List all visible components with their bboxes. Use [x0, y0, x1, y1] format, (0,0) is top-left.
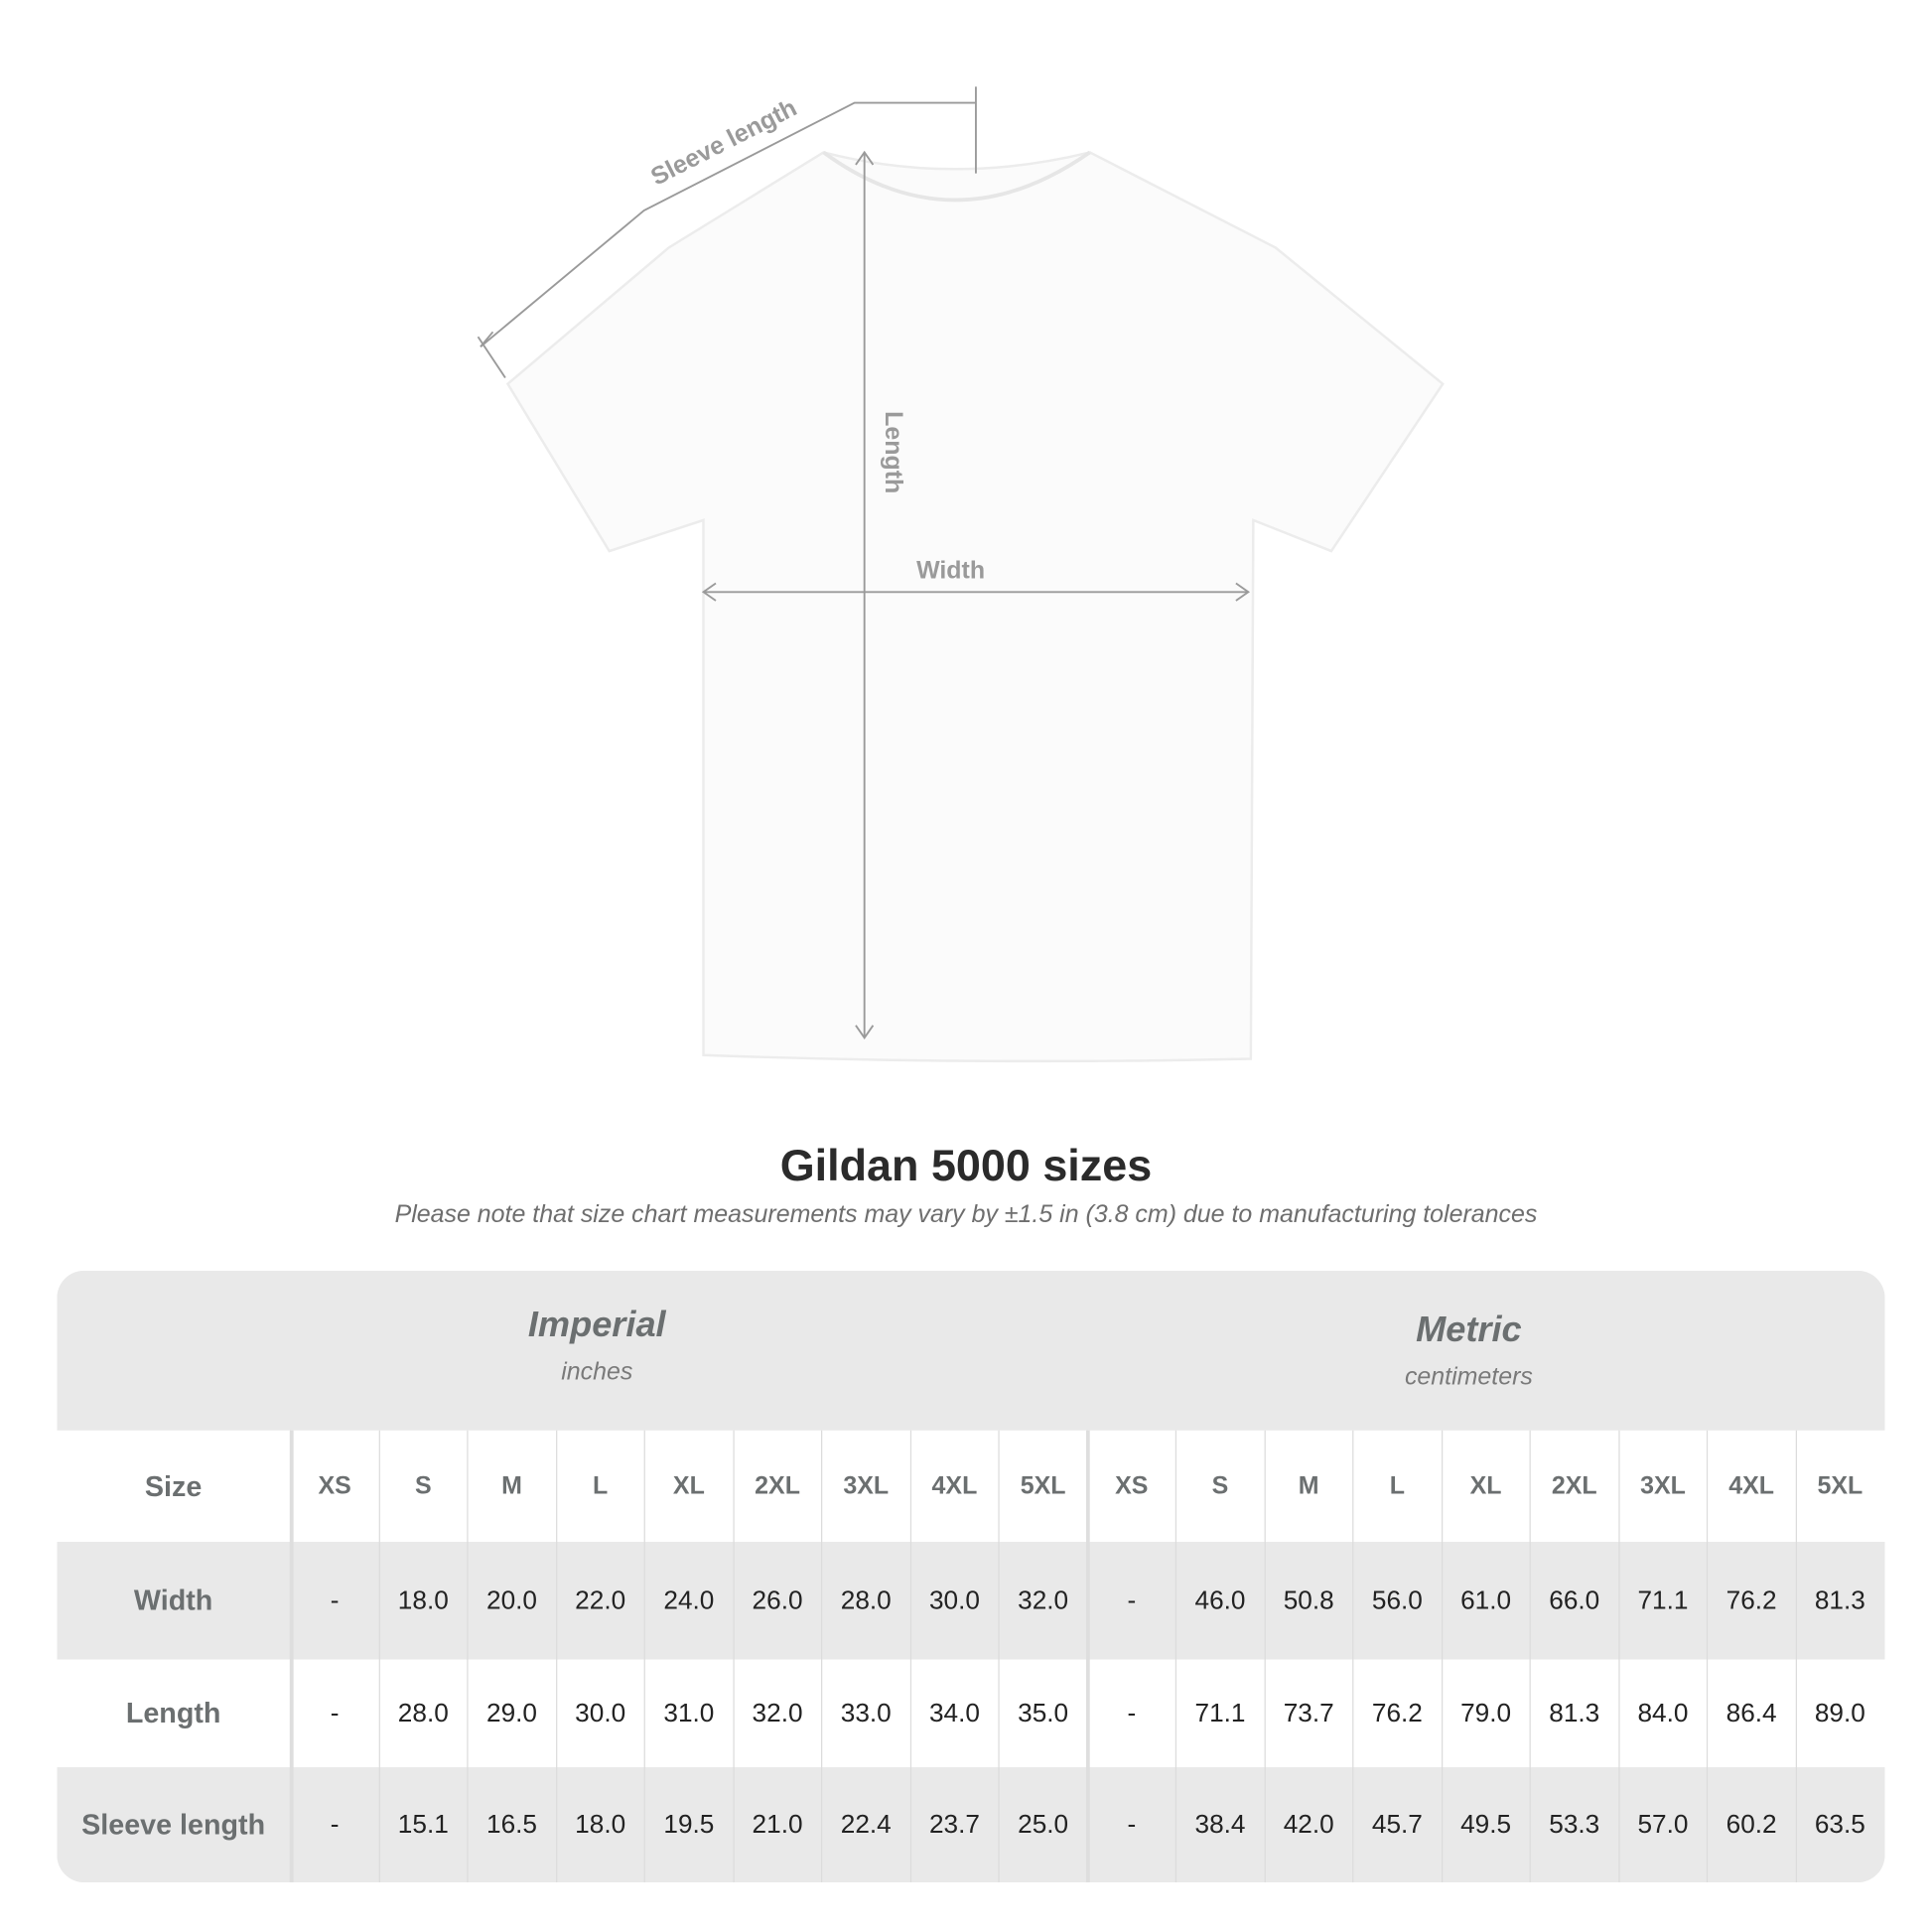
size-header-imperial: XS: [289, 1430, 378, 1543]
width-label: Width: [916, 557, 985, 585]
size-header-metric: 2XL: [1529, 1430, 1618, 1543]
table-row: Length -28.0 29.0 30.0 31.0 32.0 33.0 34.0 35.0-…: [57, 1659, 1884, 1768]
size-header-imperial: 5XL: [998, 1430, 1086, 1543]
imperial-heading: Imperial inches: [349, 1306, 845, 1387]
value-cell-imperial: 22.0: [555, 1542, 643, 1660]
value-cell-metric: 63.5: [1795, 1767, 1883, 1883]
value-cell-metric: 60.2: [1706, 1767, 1795, 1883]
size-header-metric: 4XL: [1706, 1430, 1795, 1543]
value-cell-imperial: -: [289, 1659, 378, 1768]
value-cell-imperial: 20.0: [467, 1542, 555, 1660]
value-cell-imperial: -: [289, 1767, 378, 1883]
size-header-metric: 5XL: [1795, 1430, 1883, 1543]
value-cell-metric: 49.5: [1441, 1767, 1529, 1883]
size-header-imperial: 3XL: [821, 1430, 909, 1543]
tshirt-diagram: Sleeve length Length Width: [477, 86, 1445, 1063]
value-cell-imperial: -: [289, 1542, 378, 1660]
value-cell-metric: 81.3: [1529, 1659, 1618, 1768]
size-header-imperial: M: [467, 1430, 555, 1543]
value-cell-metric: 42.0: [1263, 1767, 1352, 1883]
tshirt-shape: [505, 151, 1445, 1063]
value-cell-imperial: 35.0: [998, 1659, 1086, 1768]
value-cell-metric: 86.4: [1706, 1659, 1795, 1768]
value-cell-metric: 76.2: [1706, 1542, 1795, 1660]
value-cell-metric: 46.0: [1174, 1542, 1264, 1660]
value-cell-imperial: 34.0: [909, 1659, 998, 1768]
value-cell-imperial: 32.0: [998, 1542, 1086, 1660]
value-cell-imperial: 25.0: [998, 1767, 1086, 1883]
value-cell-metric: 38.4: [1174, 1767, 1264, 1883]
value-cell-imperial: 23.7: [909, 1767, 998, 1883]
value-cell-imperial: 28.0: [821, 1542, 909, 1660]
value-cell-imperial: 15.1: [378, 1767, 467, 1883]
size-header-metric: XS: [1086, 1430, 1175, 1543]
metric-title: Metric: [1416, 1310, 1522, 1350]
size-header-imperial: L: [555, 1430, 643, 1543]
size-header-imperial: 2XL: [732, 1430, 821, 1543]
size-header-imperial: XL: [643, 1430, 733, 1543]
value-cell-metric: 45.7: [1352, 1767, 1441, 1883]
size-header-metric: XL: [1441, 1430, 1529, 1543]
value-cell-metric: 56.0: [1352, 1542, 1441, 1660]
value-cell-imperial: 19.5: [643, 1767, 733, 1883]
value-cell-metric: 71.1: [1617, 1542, 1707, 1660]
header-band: [57, 1270, 1885, 1431]
imperial-title: Imperial: [527, 1305, 666, 1345]
chart-title: Gildan 5000 sizes: [779, 1139, 1153, 1190]
value-cell-imperial: 22.4: [821, 1767, 909, 1883]
value-cell-imperial: 32.0: [732, 1659, 821, 1768]
metric-unit: centimeters: [1404, 1363, 1533, 1391]
tolerance-note: Please note that size chart measurements…: [394, 1200, 1538, 1229]
size-header-metric: L: [1352, 1430, 1441, 1543]
value-cell-metric: -: [1086, 1659, 1175, 1768]
value-cell-imperial: 26.0: [732, 1542, 821, 1660]
value-cell-metric: 50.8: [1263, 1542, 1352, 1660]
value-cell-metric: -: [1086, 1542, 1175, 1660]
value-cell-metric: 57.0: [1617, 1767, 1707, 1883]
length-label: Length: [880, 411, 907, 493]
value-cell-metric: 81.3: [1795, 1542, 1883, 1660]
column-divider: [1085, 1430, 1090, 1883]
value-cell-metric: 89.0: [1795, 1659, 1883, 1768]
row-label: Size: [144, 1469, 203, 1502]
value-cell-metric: 66.0: [1529, 1542, 1618, 1660]
value-cell-metric: 84.0: [1617, 1659, 1707, 1768]
value-cell-metric: -: [1086, 1767, 1175, 1883]
size-header-metric: S: [1174, 1430, 1264, 1543]
row-label: Width: [133, 1584, 213, 1616]
value-cell-imperial: 18.0: [378, 1542, 467, 1660]
dimension-lines: [477, 86, 1251, 1039]
value-cell-imperial: 31.0: [643, 1659, 733, 1768]
size-header-row: Size XS S M L XL 2XL 3XL 4XL 5XL XS S M L XL 2XL 3XL 4XL 5…: [57, 1430, 1884, 1543]
value-cell-metric: 79.0: [1441, 1659, 1529, 1768]
value-cell-imperial: 30.0: [555, 1659, 643, 1768]
value-cell-imperial: 21.0: [732, 1767, 821, 1883]
table-row: Sleeve length -15.1 16.5 18.0 19.5 21.0 22.4 23…: [57, 1767, 1885, 1883]
row-label: Sleeve length: [81, 1808, 266, 1841]
row-label: Length: [125, 1696, 221, 1729]
value-cell-metric: 76.2: [1352, 1659, 1441, 1768]
size-header-imperial: 4XL: [909, 1430, 998, 1543]
value-cell-imperial: 24.0: [643, 1542, 733, 1660]
size-header-metric: 3XL: [1617, 1430, 1707, 1543]
imperial-unit: inches: [561, 1358, 633, 1386]
table-row: Width -18.0 20.0 22.0 24.0 26.0 28.0 30.0 32.0-4…: [57, 1542, 1885, 1660]
value-cell-metric: 71.1: [1174, 1659, 1264, 1768]
size-header-imperial: S: [378, 1430, 467, 1543]
value-cell-metric: 53.3: [1529, 1767, 1618, 1883]
column-divider: [289, 1430, 294, 1883]
size-header-metric: M: [1263, 1430, 1352, 1543]
value-cell-imperial: 16.5: [467, 1767, 555, 1883]
value-cell-imperial: 33.0: [821, 1659, 909, 1768]
value-cell-metric: 73.7: [1263, 1659, 1352, 1768]
value-cell-metric: 61.0: [1441, 1542, 1529, 1660]
value-cell-imperial: 18.0: [555, 1767, 643, 1883]
value-cell-imperial: 29.0: [467, 1659, 555, 1768]
value-cell-imperial: 28.0: [378, 1659, 467, 1768]
metric-heading: Metric centimeters: [1221, 1311, 1717, 1392]
size-table: Imperial inches Metric centimeters Size X…: [57, 1270, 1885, 1883]
value-cell-imperial: 30.0: [909, 1542, 998, 1660]
